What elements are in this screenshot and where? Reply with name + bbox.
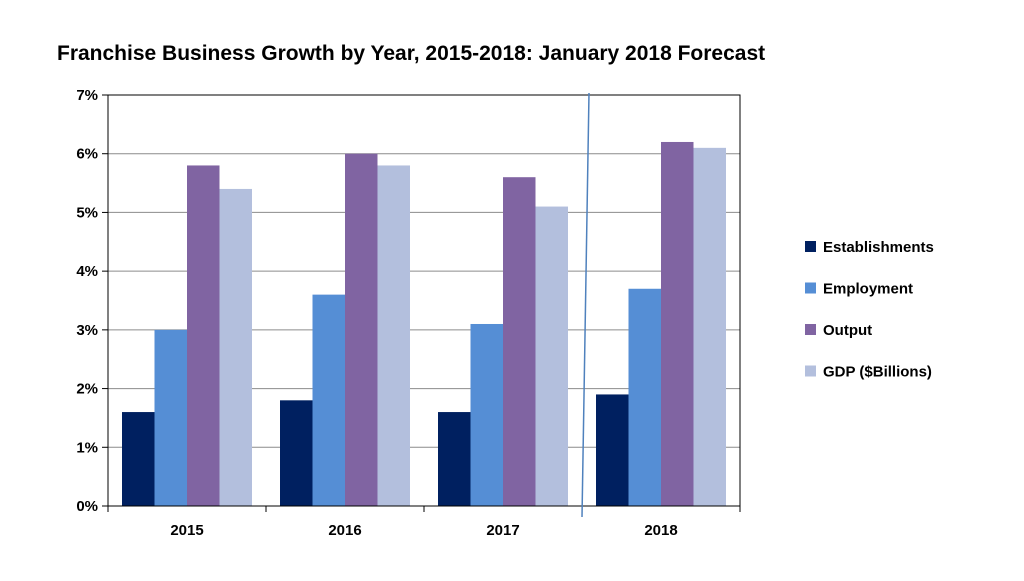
y-tick-label: 6% (76, 146, 98, 163)
bar-output-2015 (187, 165, 220, 506)
bar-employment-2018 (628, 288, 661, 506)
legend-swatch (805, 241, 816, 252)
bar-output-2017 (503, 177, 536, 506)
legend-swatch (805, 365, 816, 377)
bar-employment-2016 (312, 294, 345, 506)
y-tick-label: 3% (76, 322, 98, 339)
bar-gdp-billions-2015 (219, 188, 252, 506)
bar-output-2016 (345, 153, 378, 506)
legend-label: GDP ($Billions) (823, 364, 932, 381)
bar-employment-2017 (470, 323, 503, 506)
legend-label: Employment (823, 281, 913, 298)
y-tick-label: 1% (76, 439, 98, 456)
bar-output-2018 (661, 141, 694, 506)
x-tick-label: 2015 (170, 522, 203, 539)
x-tick-label: 2017 (486, 522, 519, 539)
bar-establishments-2015 (122, 412, 155, 506)
bar-employment-2015 (154, 329, 187, 506)
forecast-divider-line (581, 92, 590, 518)
y-tick-label: 0% (76, 498, 98, 515)
x-tick-label: 2016 (328, 522, 361, 539)
legend-swatch (805, 324, 816, 335)
bar-gdp-billions-2017 (535, 206, 568, 507)
axes: 0% 1% 2% 3% 4% 5% 6% 7% 2015 2016 2017 2018 (76, 87, 741, 539)
bar-establishments-2017 (438, 412, 471, 506)
bar-establishments-2016 (280, 400, 313, 506)
y-tick-label: 2% (76, 381, 98, 398)
plot-frame (107, 94, 741, 507)
bar-gdp-billions-2018 (693, 147, 726, 507)
y-tick-label: 7% (76, 87, 98, 104)
bar-establishments-2018 (596, 394, 629, 506)
legend-label: Output (823, 322, 872, 339)
legend-swatch (805, 282, 816, 294)
y-tick-label: 5% (76, 204, 98, 221)
chart-title: Franchise Business Growth by Year, 2015-… (57, 42, 765, 65)
legend: Establishments Employment Output GDP ($Bill… (805, 239, 934, 381)
bars (122, 141, 726, 507)
x-tick-label: 2018 (644, 522, 677, 539)
bar-gdp-billions-2016 (377, 165, 410, 506)
y-tick-label: 4% (76, 263, 98, 280)
legend-label: Establishments (823, 239, 934, 256)
